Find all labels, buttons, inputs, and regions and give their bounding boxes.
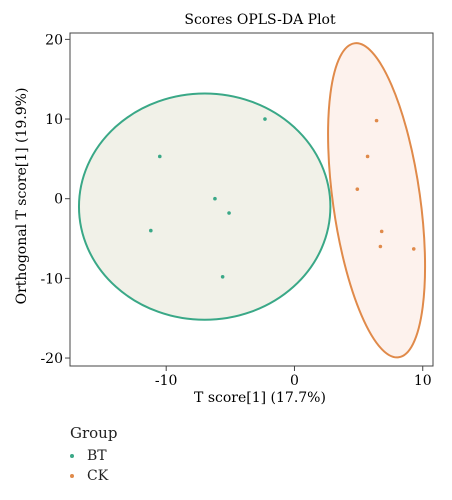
confidence-ellipses [77, 42, 427, 359]
point-ck-6 [411, 247, 416, 251]
legend-item-ck: CK [70, 466, 117, 486]
y-tick-label: -10 [40, 271, 63, 287]
point-ck-5 [378, 244, 383, 249]
point-ck-4 [379, 229, 384, 234]
legend-item-bt: BT [70, 446, 117, 466]
y-axis-label: Orthogonal T score[1] (19.9%) [14, 88, 30, 305]
opls-da-chart: Scores OPLS-DA Plot -10 0 10 20 10 0 -10 -20 T… [14, 12, 434, 406]
confidence-ellipse-bt [77, 92, 332, 321]
legend-label-bt: BT [87, 448, 107, 464]
chart-title: Scores OPLS-DA Plot [184, 12, 336, 28]
point-ck-3 [355, 187, 360, 191]
x-tick-label: 10 [414, 373, 432, 389]
x-tick-label: -10 [155, 373, 178, 389]
y-tick-label: -20 [40, 351, 63, 367]
legend-marker-bt [70, 454, 74, 458]
confidence-ellipse-ck [327, 42, 427, 359]
y-tick-label: 20 [45, 32, 63, 48]
legend: Group BT CK [70, 424, 117, 486]
point-bt-2 [157, 154, 162, 159]
score-points [149, 117, 416, 279]
x-axis-ticks: -10 0 10 [155, 366, 432, 389]
plot-frame [69, 32, 434, 367]
point-bt-4 [227, 211, 231, 215]
legend-label-ck: CK [87, 468, 109, 484]
point-ck-1 [374, 118, 379, 123]
legend-title: Group [70, 424, 118, 442]
legend-marker-ck [70, 474, 74, 478]
point-bt-1 [263, 117, 267, 121]
y-axis-ticks: 20 10 0 -10 -20 [40, 32, 70, 367]
y-tick-label: 0 [54, 192, 63, 208]
point-ck-2 [365, 154, 370, 159]
x-tick-label: 0 [290, 373, 299, 389]
point-bt-5 [149, 228, 153, 233]
x-axis-label: T score[1] (17.7%) [194, 390, 326, 406]
point-bt-6 [220, 274, 225, 279]
point-bt-3 [213, 196, 217, 201]
y-tick-label: 10 [45, 112, 63, 128]
